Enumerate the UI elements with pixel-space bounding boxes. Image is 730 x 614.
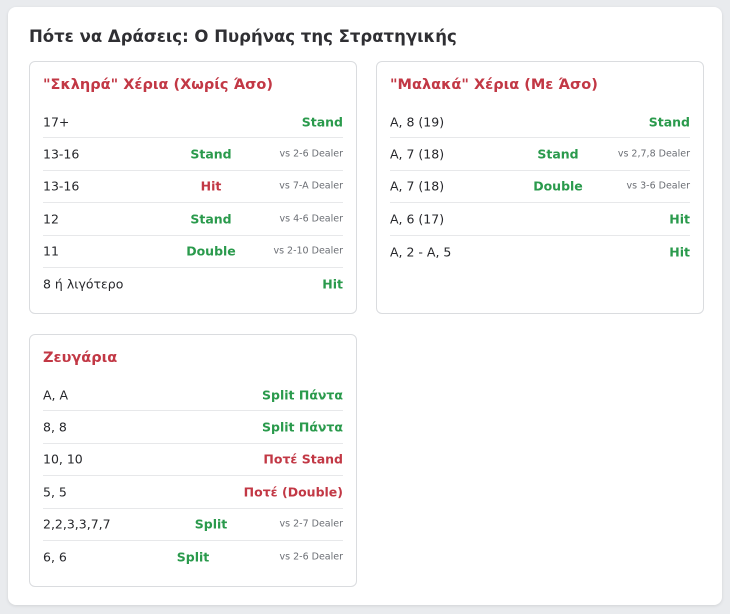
action-label: Hit xyxy=(200,178,222,194)
hand-label: 5, 5 xyxy=(43,484,67,500)
soft-hands-title: "Μαλακά" Χέρια (Με Άσο) xyxy=(390,77,598,93)
dealer-condition: vs 2,7,8 Dealer xyxy=(617,148,690,160)
table-row: A, 7 (18) Stand vs 2,7,8 Dealer xyxy=(390,138,690,171)
hard-hands-list: 17+ Stand 13-16 Stand vs 2-6 Dealer 13-1… xyxy=(43,106,343,300)
action-label: Hit xyxy=(669,244,690,260)
soft-hands-list: A, 8 (19) Stand A, 7 (18) Stand vs 2,7,8… xyxy=(390,106,690,268)
hand-label: A, 6 (17) xyxy=(390,211,445,227)
action-label: Split xyxy=(194,516,228,532)
pairs-card: Ζευγάρια A, A Split Πάντα 8, 8 Split Πάν… xyxy=(29,334,357,587)
dealer-condition: vs 2-10 Dealer xyxy=(273,245,343,257)
table-row: A, 8 (19) Stand xyxy=(390,106,690,139)
table-row: A, 6 (17) Hit xyxy=(390,203,690,236)
hand-label: 13-16 xyxy=(43,178,80,194)
table-row: 5, 5 Ποτέ (Double) xyxy=(43,476,343,509)
page-title: Πότε να Δράσεις: Ο Πυρήνας της Στρατηγικ… xyxy=(29,27,457,46)
hand-label: A, A xyxy=(43,387,69,403)
table-row: A, 7 (18) Double vs 3-6 Dealer xyxy=(390,171,691,204)
action-label: Double xyxy=(186,243,236,259)
hand-label: 8 ή λιγότερο xyxy=(43,276,124,292)
dealer-condition: vs 2-6 Dealer xyxy=(279,148,344,160)
table-row: 6, 6 Split vs 2-6 Dealer xyxy=(43,541,343,573)
action-label: Split Πάντα xyxy=(262,387,343,403)
dealer-condition: vs 2-6 Dealer xyxy=(279,551,344,563)
action-label: Stand xyxy=(648,114,690,130)
table-row: 17+ Stand xyxy=(43,106,343,139)
table-row: 8, 8 Split Πάντα xyxy=(43,411,343,444)
hard-hands-card: "Σκληρά" Χέρια (Χωρίς Άσο) 17+ Stand 13-… xyxy=(29,61,357,314)
pairs-list: A, A Split Πάντα 8, 8 Split Πάντα 10, 10… xyxy=(43,379,343,573)
dealer-condition: vs 7-A Dealer xyxy=(279,180,343,192)
table-row: 13-16 Stand vs 2-6 Dealer xyxy=(43,138,344,171)
table-row: 11 Double vs 2-10 Dealer xyxy=(43,236,343,268)
hand-label: 13-16 xyxy=(43,146,80,162)
pairs-title: Ζευγάρια xyxy=(43,350,118,366)
table-row: 10, 10 Ποτέ Stand xyxy=(43,444,343,477)
soft-hands-card: "Μαλακά" Χέρια (Με Άσο) A, 8 (19) Stand … xyxy=(376,61,704,314)
hand-label: 17+ xyxy=(43,114,70,130)
hand-label: A, 8 (19) xyxy=(390,114,445,130)
dealer-condition: vs 2-7 Dealer xyxy=(279,518,344,530)
action-label: Stand xyxy=(190,211,232,227)
table-row: 12 Stand vs 4-6 Dealer xyxy=(43,203,344,236)
table-row: 13-16 Hit vs 7-A Dealer xyxy=(43,171,343,204)
hand-label: A, 7 (18) xyxy=(390,146,445,162)
action-label: Double xyxy=(533,178,583,194)
action-label: Ποτέ (Double) xyxy=(243,484,343,500)
hand-label: A, 2 - A, 5 xyxy=(390,244,452,260)
action-label: Stand xyxy=(537,146,579,162)
hand-label: A, 7 (18) xyxy=(390,178,445,194)
hand-label: 11 xyxy=(43,243,59,259)
table-row: 2,2,3,3,7,7 Split vs 2-7 Dealer xyxy=(43,509,343,541)
dealer-condition: vs 4-6 Dealer xyxy=(279,213,344,225)
action-label: Stand xyxy=(301,114,343,130)
table-row: A, A Split Πάντα xyxy=(43,379,343,412)
hand-label: 8, 8 xyxy=(43,419,67,435)
hand-label: 2,2,3,3,7,7 xyxy=(43,516,111,532)
action-label: Split xyxy=(176,549,210,565)
action-label: Ποτέ Stand xyxy=(263,451,343,467)
hand-label: 10, 10 xyxy=(43,451,83,467)
action-label: Stand xyxy=(190,146,232,162)
strategy-panel: Πότε να Δράσεις: Ο Πυρήνας της Στρατηγικ… xyxy=(8,7,722,605)
action-label: Split Πάντα xyxy=(262,419,343,435)
hand-label: 12 xyxy=(43,211,59,227)
table-row: A, 2 - A, 5 Hit xyxy=(390,236,690,268)
action-label: Hit xyxy=(669,211,690,227)
hard-hands-title: "Σκληρά" Χέρια (Χωρίς Άσο) xyxy=(43,77,274,93)
table-row: 8 ή λιγότερο Hit xyxy=(43,268,343,300)
hand-label: 6, 6 xyxy=(43,549,67,565)
dealer-condition: vs 3-6 Dealer xyxy=(626,180,691,192)
action-label: Hit xyxy=(322,276,343,292)
